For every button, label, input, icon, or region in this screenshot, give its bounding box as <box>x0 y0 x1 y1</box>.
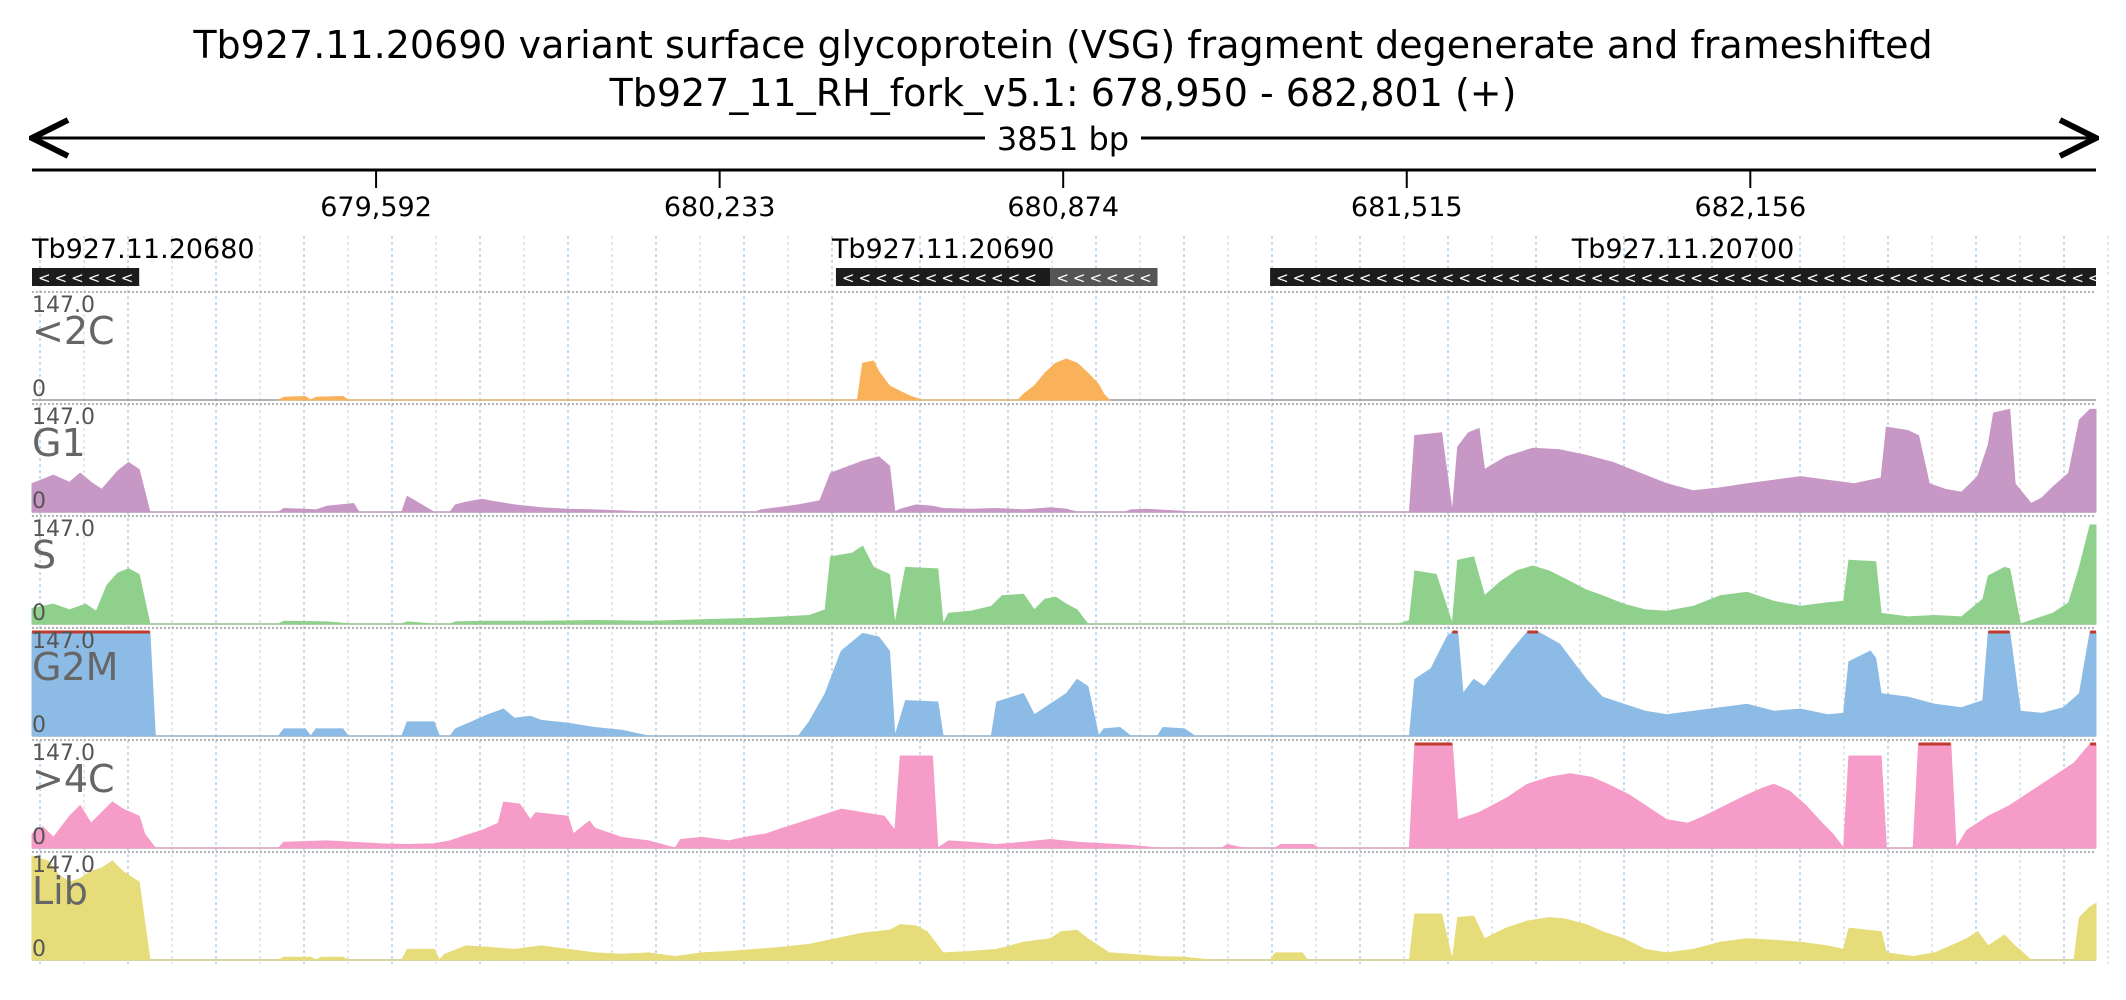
gene-track: <<<<<< Tb927.11.20680 <<<<<<<<<<<< Tb927.11… <box>31 234 2121 287</box>
gene-bar <box>1050 268 1158 286</box>
y-min-label: 0 <box>32 601 46 626</box>
track-name: G2M <box>32 645 118 689</box>
gene-label: Tb927.11.20690 <box>831 234 1055 265</box>
gene-feature: <<<<<<<<<<<< Tb927.11.20690 <box>831 234 1055 287</box>
track-name: Lib <box>32 869 88 913</box>
coverage-track-4: 147.0 0 G2M <box>31 627 2097 738</box>
chart-subtitle: Tb927_11_RH_fork_v5.1: 678,950 - 682,801… <box>609 71 1517 115</box>
gene-label: Tb927.11.20700 <box>1571 234 1795 265</box>
y-min-label: 0 <box>32 713 46 738</box>
x-axis: 679,592 680,233 680,874 681,515 682,156 <box>32 168 2096 223</box>
y-min-label: 0 <box>32 489 46 514</box>
x-ticks: 679,592 680,233 680,874 681,515 682,156 <box>320 170 1806 223</box>
chart-title: Tb927.11.20690 variant surface glycoprot… <box>192 23 1932 67</box>
y-min-label: 0 <box>32 937 46 962</box>
gene-bar <box>32 268 140 286</box>
x-tick-label: 680,874 <box>1007 192 1119 223</box>
strand-arrows: <<<<<<<<<<<<<<<<<<<<<<<<<<<<<<<<<<<<<<<<… <box>1276 269 2121 287</box>
gene-bar <box>835 268 1051 286</box>
x-tick-label: 682,156 <box>1694 192 1806 223</box>
coverage-area <box>278 358 1111 401</box>
track-name: >4C <box>32 757 115 801</box>
y-max-label: 147.0 <box>32 405 95 430</box>
coverage-track-1: 147.0 0 <2C <box>32 291 2096 402</box>
track-name: S <box>32 533 56 577</box>
x-tick-label: 679,592 <box>320 192 432 223</box>
coverage-area <box>31 855 2097 961</box>
strand-arrows: <<<<<<<<<<<< <box>842 269 1041 287</box>
coverage-track-5: 147.0 0 >4C <box>31 739 2097 850</box>
gene-feature: <<<<<< <box>1050 268 1158 287</box>
x-tick-label: 681,515 <box>1351 192 1463 223</box>
y-max-label: 147.0 <box>32 853 95 878</box>
track-name: <2C <box>32 309 115 353</box>
gene-label: Tb927.11.20680 <box>31 234 255 265</box>
coverage-area <box>31 743 2097 850</box>
coverage-track-2: 147.0 0 G1 <box>31 403 2097 514</box>
strand-arrows: <<<<<< <box>1056 269 1155 287</box>
track-name: G1 <box>32 421 86 465</box>
coverage-tracks: 147.00<2C147.00G1147.00S147.00G2M147.00>… <box>31 291 2097 962</box>
y-min-label: 0 <box>32 825 46 850</box>
y-max-label: 147.0 <box>32 629 95 654</box>
y-max-label: 147.0 <box>32 293 95 318</box>
span-label: 3851 bp <box>997 120 1129 158</box>
y-min-label: 0 <box>32 377 46 402</box>
y-max-label: 147.0 <box>32 741 95 766</box>
gene-bar <box>1270 268 2096 286</box>
x-tick-label: 680,233 <box>664 192 776 223</box>
coverage-track-6: 147.0 0 Lib <box>31 851 2097 962</box>
coverage-track-3: 147.0 0 S <box>31 515 2097 626</box>
coverage-area <box>31 631 2097 738</box>
strand-arrows: <<<<<< <box>38 269 137 287</box>
span-ruler: 3851 bp <box>32 120 2096 158</box>
gene-feature: <<<<<<<<<<<<<<<<<<<<<<<<<<<<<<<<<<<<<<<<… <box>1270 234 2121 287</box>
grid-lines <box>39 236 2109 964</box>
coverage-area <box>31 524 2097 626</box>
gene-feature: <<<<<< Tb927.11.20680 <box>31 234 255 287</box>
coverage-area <box>31 408 2097 513</box>
y-max-label: 147.0 <box>32 517 95 542</box>
